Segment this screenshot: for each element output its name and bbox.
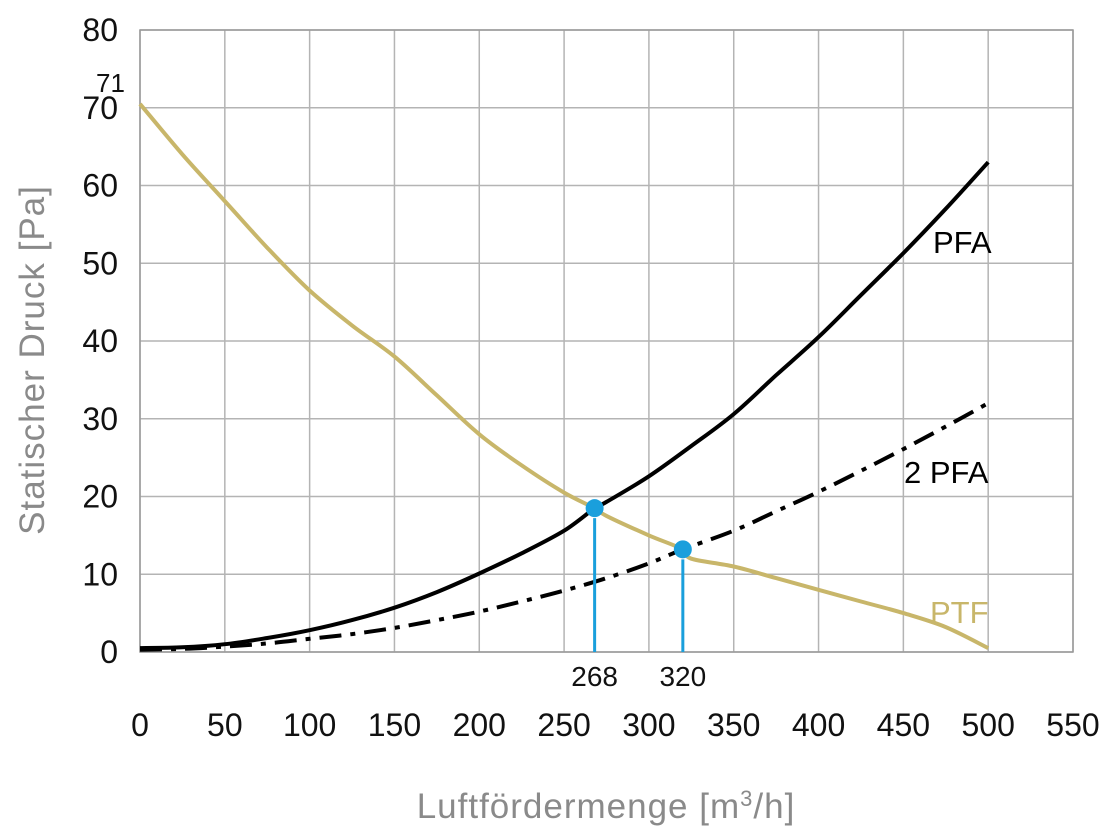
series-label-pfa: PFA <box>933 225 992 260</box>
x-tick-label-250: 250 <box>537 707 590 743</box>
y-tick-label-60: 60 <box>82 168 118 204</box>
x-tick-label-100: 100 <box>283 707 336 743</box>
operating-point-320 <box>673 540 692 559</box>
x-tick-label-350: 350 <box>707 707 760 743</box>
y-tick-label-30: 30 <box>82 401 118 437</box>
operating-point-label-268: 268 <box>571 661 618 692</box>
operating-point-268 <box>585 499 604 518</box>
y-tick-label-50: 50 <box>82 245 118 281</box>
y-tick-label-20: 20 <box>82 479 118 515</box>
x-tick-label-450: 450 <box>877 707 930 743</box>
x-axis-title-sup: 3 <box>740 786 753 811</box>
x-tick-label-50: 50 <box>207 707 243 743</box>
x-tick-label-150: 150 <box>368 707 421 743</box>
x-tick-label-550: 550 <box>1046 707 1099 743</box>
annotation-71: 71 <box>96 68 125 98</box>
x-axis-title-main: Luftfördermenge [m <box>417 787 740 826</box>
tick-labels: 0 50 100 150 200 250 300 350 400 450 500 550 0 10 20 30… <box>82 12 1099 743</box>
operating-point-label-320: 320 <box>659 661 706 692</box>
operating-points: 268 320 <box>571 499 706 692</box>
x-axis-title: Luftfördermenge [m3/h] <box>417 786 796 827</box>
x-tick-label-200: 200 <box>453 707 506 743</box>
x-tick-label-0: 0 <box>131 707 149 743</box>
x-tick-label-300: 300 <box>622 707 675 743</box>
x-tick-label-500: 500 <box>961 707 1014 743</box>
series-label-2pfa: 2 PFA <box>904 455 989 490</box>
y-tick-label-10: 10 <box>82 556 118 592</box>
series-line-pfa <box>139 160 990 651</box>
y-tick-label-40: 40 <box>82 323 118 359</box>
plot-border <box>139 29 1074 653</box>
x-axis-title-end: /h] <box>753 787 795 826</box>
y-axis-title: Statischer Druck [Pa] <box>13 185 52 535</box>
y-tick-label-70: 70 <box>82 90 118 126</box>
y-tick-label-0: 0 <box>100 634 118 670</box>
series-label-ptf: PTF <box>930 595 989 630</box>
grid <box>139 29 1074 653</box>
y-tick-label-80: 80 <box>82 12 118 48</box>
x-tick-label-400: 400 <box>792 707 845 743</box>
series-line-2pfa <box>139 401 990 652</box>
